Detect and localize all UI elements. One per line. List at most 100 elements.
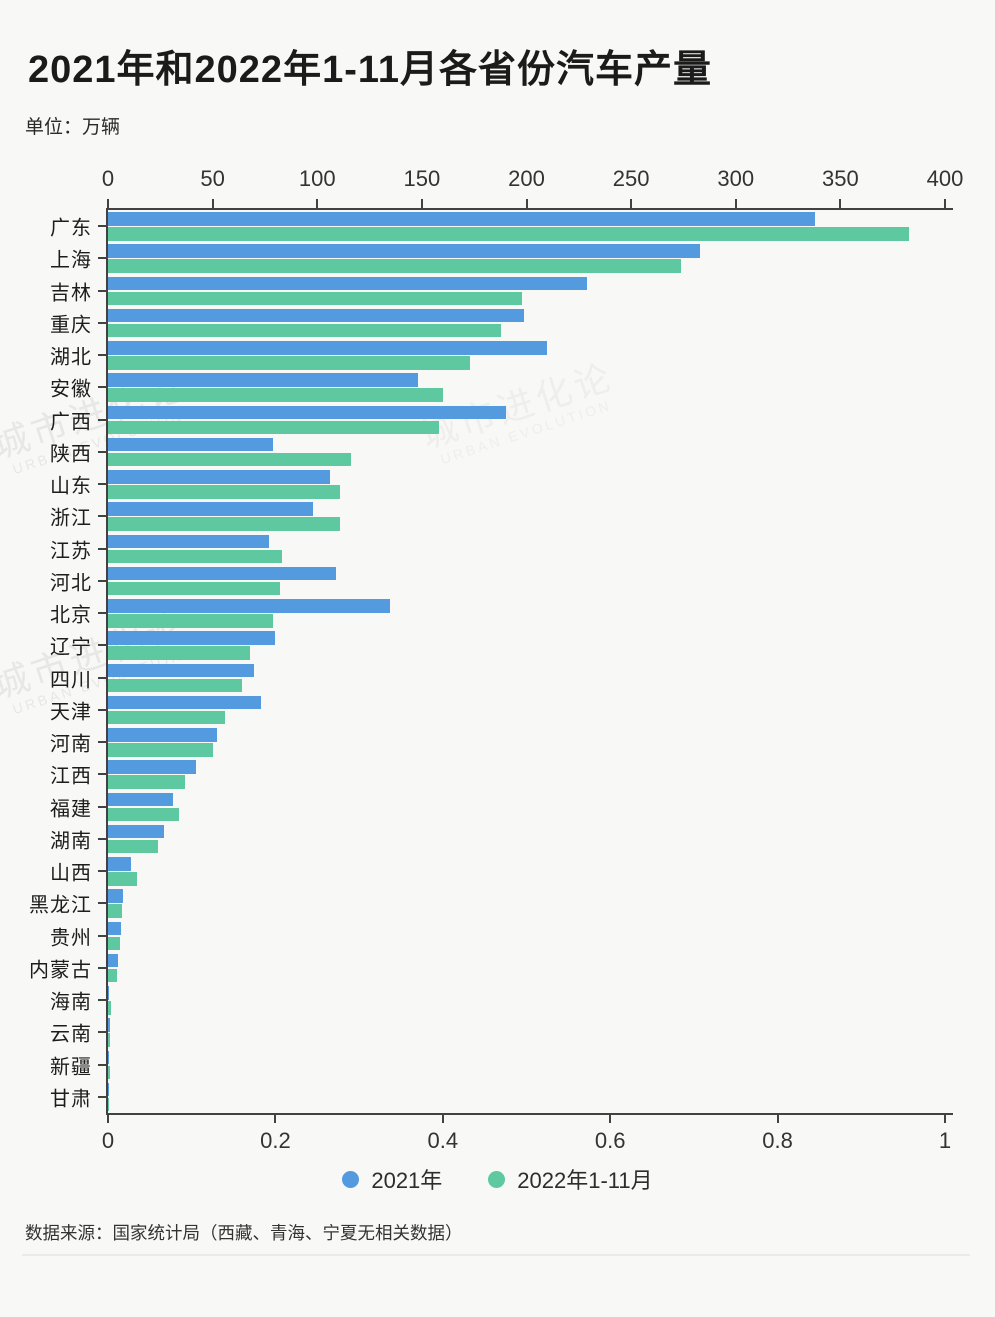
top-axis-tick-label: 250 (612, 166, 650, 191)
y-axis-tick (98, 450, 108, 453)
plot-area: 0 50 100 150 200 250 300 350 400 0 0.2 0.4 0.6 0.8 1 广东… (29, 166, 963, 1153)
bar-2022 (108, 259, 682, 273)
top-axis-tick (107, 199, 109, 208)
province-label: 上海 (50, 249, 92, 272)
bar-2021 (108, 889, 123, 903)
legend-item-2021: 2021年 (342, 1163, 442, 1195)
province-row: 浙江 (50, 500, 945, 532)
bar-2022 (108, 710, 226, 725)
province-label: 安徽 (50, 378, 92, 401)
y-axis-tick (98, 837, 108, 840)
legend-dot-2022 (488, 1170, 506, 1188)
bottom-axis-tick-label: 0.4 (427, 1128, 459, 1153)
province-label: 江西 (50, 765, 92, 788)
data-source-note: 数据来源：国家统计局（西藏、青海、宁夏无相关数据） (25, 1223, 463, 1243)
province-label: 天津 (50, 701, 92, 724)
legend-item-2022: 2022年1-11月 (488, 1163, 653, 1195)
bar-2022 (108, 678, 242, 693)
bottom-axis-tick (609, 1113, 612, 1123)
top-axis-tick-label: 350 (822, 166, 859, 191)
province-label: 山西 (50, 862, 92, 885)
bar-2022 (108, 420, 439, 435)
y-axis-tick (98, 547, 108, 550)
province-label: 江苏 (50, 540, 92, 563)
bar-2021 (108, 921, 121, 936)
bar-2022 (108, 452, 351, 467)
top-axis-tick-label: 300 (717, 166, 755, 191)
bar-2022 (108, 839, 159, 854)
y-axis-tick (98, 579, 108, 582)
bar-2022 (108, 743, 213, 757)
y-axis-tick (98, 676, 108, 679)
y-axis-line (106, 208, 108, 1115)
bar-2022 (108, 517, 341, 531)
province-label: 河北 (50, 572, 92, 595)
y-axis-tick (98, 805, 108, 808)
bar-2021 (108, 695, 261, 710)
province-label: 黑龙江 (29, 894, 92, 917)
bottom-divider (22, 1254, 970, 1256)
province-row: 黑龙江 (29, 887, 945, 919)
bar-2021 (108, 212, 816, 226)
province-row: 四川 (50, 662, 945, 694)
y-axis-tick (98, 483, 108, 485)
province-row: 河南 (50, 726, 945, 758)
top-axis-tick (420, 199, 423, 208)
province-row: 江苏 (50, 533, 945, 565)
bar-2021 (108, 986, 110, 1000)
province-row: 吉林 (50, 275, 945, 307)
province-row: 山东 (50, 468, 945, 500)
y-axis-tick (98, 966, 108, 969)
bottom-axis-tick-label: 1 (938, 1128, 952, 1153)
province-row: 新疆 (50, 1049, 945, 1081)
top-axis-tick (316, 199, 319, 208)
province-label: 贵州 (50, 927, 92, 950)
y-axis-tick (98, 708, 108, 711)
y-axis-tick (98, 418, 108, 421)
bar-2022 (108, 807, 180, 822)
province-row: 广西 (50, 404, 945, 436)
top-axis-tick-label: 100 (298, 166, 336, 191)
province-row: 河北 (50, 565, 945, 597)
bottom-axis-tick (107, 1113, 109, 1123)
bar-2022 (108, 614, 274, 628)
province-label: 吉林 (50, 282, 92, 305)
bar-2022 (108, 1065, 111, 1080)
legend: 2021年 2022年1-11月 (0, 1163, 995, 1195)
bar-2021 (108, 502, 314, 516)
legend-dot-2021 (342, 1170, 360, 1188)
province-label: 陕西 (50, 443, 92, 466)
top-axis-tick (211, 199, 214, 208)
bottom-axis-tick-label: 0.8 (762, 1128, 793, 1153)
bar-2021 (108, 760, 196, 774)
y-axis-tick (98, 1095, 108, 1098)
y-axis-tick (98, 321, 108, 324)
bar-2021 (108, 276, 588, 291)
province-row: 福建 (50, 791, 945, 823)
bar-2021 (108, 953, 119, 968)
bar-2022 (108, 356, 470, 370)
bar-2022 (108, 904, 122, 918)
bar-2021 (108, 824, 165, 839)
province-row: 海南 (50, 984, 945, 1016)
bar-2022 (108, 1033, 111, 1047)
province-label: 辽宁 (50, 636, 92, 659)
bar-2022 (108, 291, 523, 306)
province-row: 重庆 (50, 307, 945, 339)
bar-2022 (108, 549, 282, 564)
y-axis-tick (98, 1031, 108, 1034)
legend-label-2021: 2021年 (371, 1168, 443, 1193)
province-label: 广东 (50, 217, 92, 240)
top-axis-tick (525, 199, 528, 208)
bar-2021 (108, 308, 525, 323)
chart-title: 2021年和2022年1-11月各省份汽车产量 (28, 49, 713, 91)
province-label: 重庆 (50, 314, 92, 337)
top-axis-tick-label: 0 (101, 166, 115, 191)
bar-2021 (108, 341, 548, 355)
province-label: 湖北 (50, 346, 92, 369)
province-row: 贵州 (50, 920, 945, 952)
province-row: 上海 (50, 242, 945, 274)
bar-2022 (108, 1001, 112, 1015)
y-axis-tick (98, 741, 108, 743)
